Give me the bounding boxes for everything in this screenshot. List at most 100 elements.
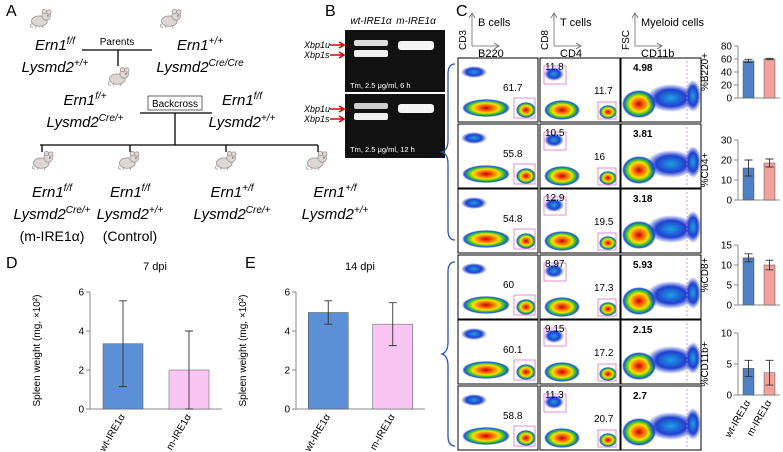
gene-name: Lysmd2 — [97, 206, 150, 223]
gate — [513, 425, 536, 447]
cell-cluster — [646, 150, 696, 178]
genotype: Lysmd2Cre/+ — [47, 113, 124, 131]
y-tick-label: 4 — [78, 327, 84, 338]
cell-cluster — [599, 433, 617, 447]
lane-label: m-IRE1α — [396, 16, 436, 27]
gene-name: Lysmd2 — [47, 114, 100, 131]
gel-band — [354, 50, 388, 57]
cell-cluster — [462, 99, 510, 117]
gel-band — [354, 103, 388, 109]
cell-cluster — [544, 362, 580, 382]
genotype: Ern1f/+ — [63, 91, 106, 109]
cell-cluster — [516, 233, 536, 249]
gene-name: Lysmd2 — [14, 206, 67, 223]
genotype: Ern1+/+ — [177, 36, 223, 54]
y-axis-label: Spleen weight (mg, ×10²) — [238, 294, 249, 406]
cell-cluster — [516, 168, 536, 184]
mouse-icon — [306, 150, 328, 171]
gene-name: Ern1 — [63, 92, 95, 109]
gate — [543, 65, 567, 85]
gate-percent: 58.8 — [503, 411, 523, 422]
gate-percent: 20.7 — [594, 414, 614, 425]
cell-cluster — [462, 165, 510, 183]
gene-name: Ern1 — [222, 92, 254, 109]
gate-percent: 17.2 — [594, 348, 614, 359]
allele: Cre/+ — [99, 113, 124, 124]
bar — [742, 60, 755, 99]
allele: Cre/+ — [246, 205, 271, 216]
gate — [597, 429, 617, 448]
bar — [308, 312, 349, 410]
cell-cluster — [462, 361, 510, 379]
bar — [763, 162, 776, 201]
gel-caption: Tm, 2.5 μg/ml, 12 h — [350, 145, 415, 154]
genotype: Lysmd2+/+ — [209, 113, 276, 131]
chart-title: 14 dpi — [345, 261, 375, 273]
gene-name: Ern1 — [210, 184, 242, 201]
cell-cluster — [544, 297, 580, 317]
y-tick-label: 0 — [78, 405, 84, 416]
gene-name: Lysmd2 — [302, 206, 355, 223]
group-brace — [439, 261, 456, 447]
gene-name: Lysmd2 — [156, 59, 209, 76]
mouse-icon — [30, 8, 52, 29]
panel-letter: B — [325, 3, 336, 20]
y-tick-label: 20 — [721, 81, 733, 92]
allele: +/+ — [74, 58, 89, 69]
genotype: Ern1f/f — [32, 183, 73, 201]
cell-cluster — [516, 364, 536, 380]
genotype: Lysmd2Cre/+ — [194, 205, 271, 223]
cell-cluster — [685, 80, 701, 112]
gate-percent: 10.5 — [545, 128, 565, 139]
cell-cluster — [685, 146, 701, 178]
y-tick-label: 10 — [721, 329, 733, 340]
cell-cluster — [646, 412, 696, 440]
gate — [543, 262, 567, 282]
gate-percent: 16 — [594, 152, 606, 163]
mouse-icon — [160, 8, 182, 29]
y-tick-label: 10 — [721, 261, 733, 272]
gate-title: B cells — [478, 17, 511, 29]
panel-letter: A — [6, 3, 17, 20]
cell-cluster — [599, 367, 617, 381]
cell-cluster — [462, 296, 510, 314]
group-brace — [439, 63, 456, 241]
x-tick-label: wt-IRE1α — [302, 412, 333, 452]
mouse-icon — [32, 150, 54, 171]
gate-percent: 2.7 — [633, 391, 647, 402]
allele: +/+ — [261, 113, 276, 124]
band-label: Xbp1s — [303, 50, 330, 60]
y-tick-label: 30 — [721, 136, 733, 147]
y-tick-label: 80 — [721, 42, 733, 53]
cell-cluster — [462, 427, 510, 445]
y-axis-label: %B220+ — [700, 53, 711, 91]
panel-letter: D — [6, 255, 18, 272]
cell-cluster — [461, 394, 487, 406]
y-tick-label: 6 — [78, 288, 84, 299]
error-bar — [388, 302, 397, 347]
y-axis-label: %CD8+ — [700, 257, 711, 292]
chart-title: 7 dpi — [143, 261, 167, 273]
allele: f/f — [254, 91, 264, 102]
error-bar — [119, 300, 127, 388]
y-tick-label: 2 — [78, 366, 84, 377]
gate — [597, 101, 617, 120]
cell-cluster — [544, 67, 564, 81]
cell-cluster — [461, 263, 487, 275]
gate-percent: 60.1 — [503, 345, 523, 356]
y-axis-label: %CD4+ — [700, 152, 711, 187]
cell-cluster — [646, 84, 696, 112]
gene-name: Ern1 — [177, 37, 209, 54]
genotype: Lysmd2Cre/+ — [14, 205, 91, 223]
cell-cluster — [685, 277, 701, 309]
band-label: Xbp1u — [303, 104, 330, 114]
gate-percent: 11.7 — [594, 86, 613, 97]
allele: +/f — [242, 183, 255, 194]
error-bar — [765, 57, 774, 61]
gate-percent: 60 — [503, 280, 515, 291]
band-label: Xbp1u — [303, 40, 330, 50]
arrow — [330, 115, 346, 123]
gate-percent: 4.98 — [633, 63, 653, 74]
cell-cluster — [544, 264, 564, 278]
error-bar — [324, 300, 333, 325]
